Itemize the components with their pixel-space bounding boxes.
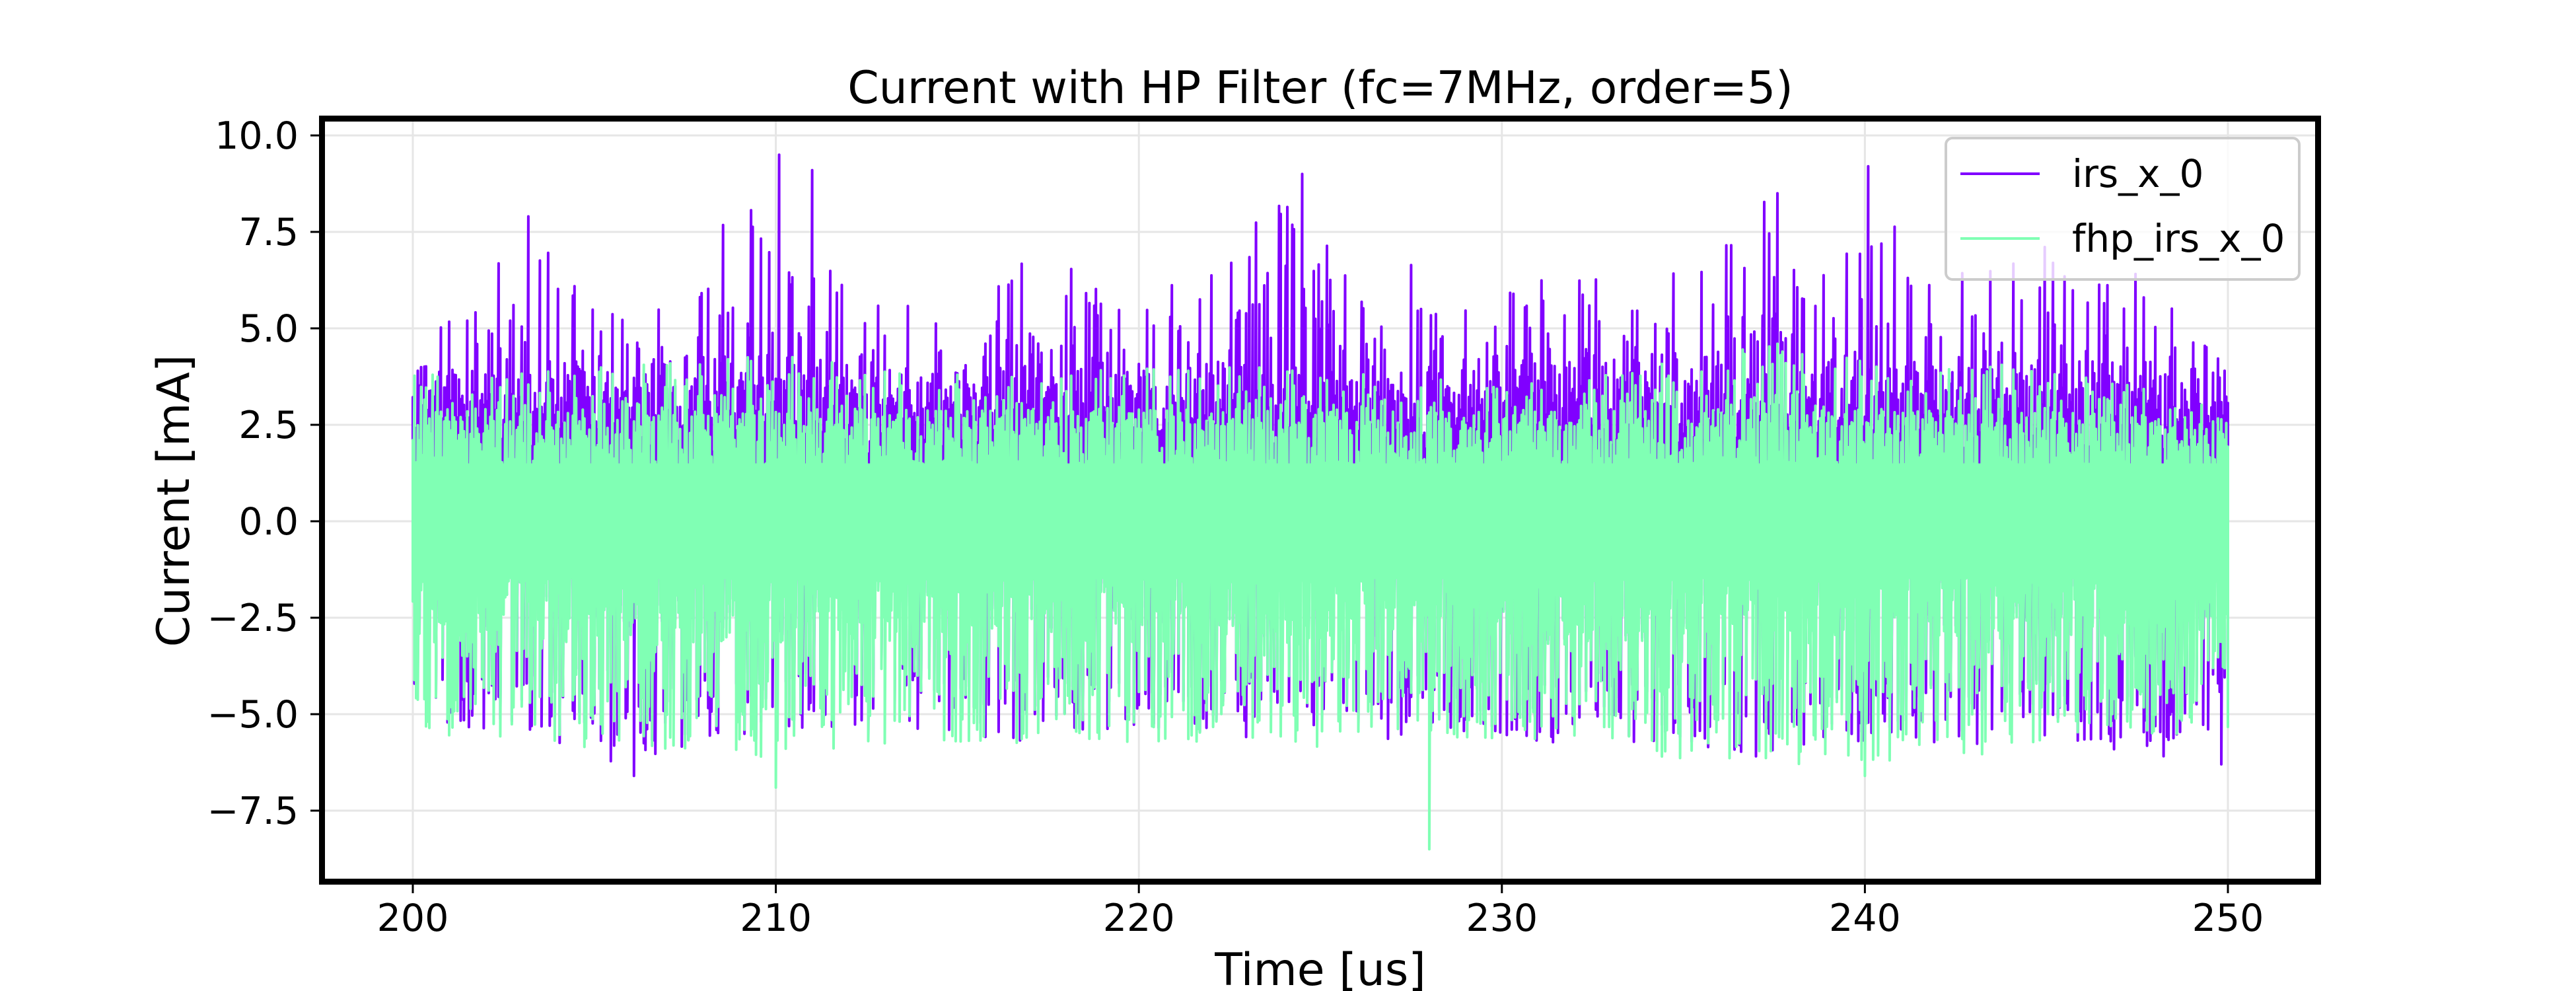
x-tick-label: 220 [1103,897,1175,940]
y-axis-label: Current [mA] [148,355,200,647]
x-tick-label: 200 [377,897,449,940]
legend-item-fhp-irs-x-0: fhp_irs_x_0 [1960,216,2285,261]
y-tick-label: 10.0 [215,114,299,158]
series-core-band [413,463,2228,579]
y-tick-label: −7.5 [207,789,299,833]
x-tick-label: 250 [2192,897,2264,940]
legend-label: irs_x_0 [2072,151,2203,196]
x-axis-label: Time [us] [1214,944,1426,991]
x-tick-label: 240 [1829,897,1901,940]
y-tick-label: 0.0 [238,500,299,544]
x-axis: 200 210 220 230 240 250 [377,885,2264,940]
x-tick-label: 230 [1466,897,1538,940]
legend-label: fhp_irs_x_0 [2072,216,2285,261]
chart-title: Current with HP Filter (fc=7MHz, order=5… [847,62,1793,114]
y-axis: 10.0 7.5 5.0 2.5 0.0 −2.5 −5.0 −7.5 [207,114,319,833]
y-tick-label: 5.0 [238,307,299,351]
legend-item-irs-x-0: irs_x_0 [1960,151,2203,196]
y-tick-label: 2.5 [238,404,299,447]
y-tick-label: −5.0 [207,693,299,737]
y-tick-label: −2.5 [207,597,299,640]
series-fhp-irs-x-0 [411,342,2229,851]
y-tick-label: 7.5 [238,211,299,254]
legend: irs_x_0 fhp_irs_x_0 [1945,137,2301,281]
plot-series [411,153,2229,851]
x-tick-label: 210 [740,897,812,940]
axes-frame [319,116,2321,885]
